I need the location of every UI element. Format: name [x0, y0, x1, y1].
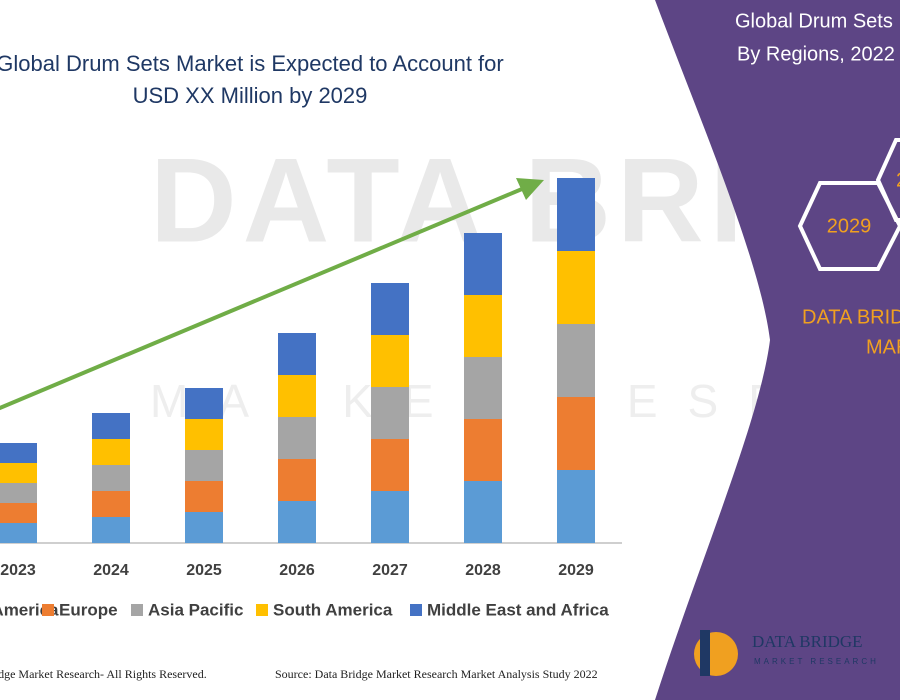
bar-segment — [278, 501, 316, 543]
bar-segment — [557, 251, 595, 324]
legend-swatch — [42, 604, 54, 616]
side-subtitle: By Regions, 2022 — [737, 43, 895, 65]
bar-segment — [371, 283, 409, 335]
bar-segment — [557, 178, 595, 251]
bar-segment — [371, 491, 409, 543]
badge-label: 2029 — [827, 215, 872, 237]
x-tick-label: 2027 — [372, 562, 408, 579]
brand-text: MARKET RESEARCH — [866, 336, 900, 358]
bar-segment — [0, 483, 37, 503]
bar-segment — [557, 470, 595, 543]
x-tick-label: 2026 — [279, 562, 315, 579]
side-title: Global Drum Sets Market — [735, 10, 900, 32]
bar-segment — [557, 397, 595, 470]
brand-text: DATA BRIDGE — [802, 306, 900, 328]
bar-segment — [557, 324, 595, 397]
x-tick-label: 2025 — [186, 562, 222, 579]
legend-label: South America — [273, 600, 393, 619]
bar-segment — [371, 387, 409, 439]
bar-segment — [278, 459, 316, 501]
side-panel — [655, 0, 900, 700]
bar-segment — [464, 481, 502, 543]
logo-text: MARKET RESEARCH — [754, 657, 879, 666]
chart-subtitle: USD XX Million by 2029 — [133, 83, 368, 108]
bar-segment — [92, 439, 130, 465]
legend-swatch — [410, 604, 422, 616]
logo: DATA BRIDGE MARKET RESEARCH — [694, 630, 879, 676]
bar-segment — [0, 443, 37, 463]
legend-label: Middle East and Africa — [427, 600, 609, 619]
bar-segment — [464, 357, 502, 419]
logo-text: DATA BRIDGE — [752, 632, 863, 651]
source: Source: Data Bridge Market Research Mark… — [275, 667, 598, 681]
bar-segment — [278, 375, 316, 417]
x-tick-label: 2023 — [0, 562, 36, 579]
bar-segment — [185, 450, 223, 481]
legend-swatch — [131, 604, 143, 616]
legend-label: Asia Pacific — [148, 600, 243, 619]
bar-segment — [185, 419, 223, 450]
bar-segment — [92, 413, 130, 439]
bar-segment — [278, 333, 316, 375]
hexagon — [875, 138, 900, 222]
bar-segment — [0, 503, 37, 523]
bar-segment — [185, 481, 223, 512]
chart-title: Global Drum Sets Market is Expected to A… — [0, 51, 504, 76]
trend-arrow — [0, 178, 544, 411]
bar-segment — [464, 233, 502, 295]
copyright: © Data Bridge Market Research- All Right… — [0, 667, 207, 681]
bar-segment — [92, 465, 130, 491]
legend-swatch — [256, 604, 268, 616]
bar-segment — [185, 512, 223, 543]
x-tick-label: 2024 — [93, 562, 129, 579]
bar-segment — [371, 335, 409, 387]
bar-segment — [371, 439, 409, 491]
legend-label: Europe — [59, 600, 118, 619]
bar-segment — [0, 463, 37, 483]
bar-segment — [278, 417, 316, 459]
bar-segment — [185, 388, 223, 419]
badge-label: 2022 — [896, 169, 900, 191]
bar-segment — [0, 523, 37, 543]
logo-icon — [700, 630, 710, 676]
bar-segment — [92, 517, 130, 543]
bar-segment — [92, 491, 130, 517]
bar-segment — [464, 419, 502, 481]
bar-segment — [464, 295, 502, 357]
x-tick-label: 2028 — [465, 562, 501, 579]
x-tick-label: 2029 — [558, 562, 594, 579]
